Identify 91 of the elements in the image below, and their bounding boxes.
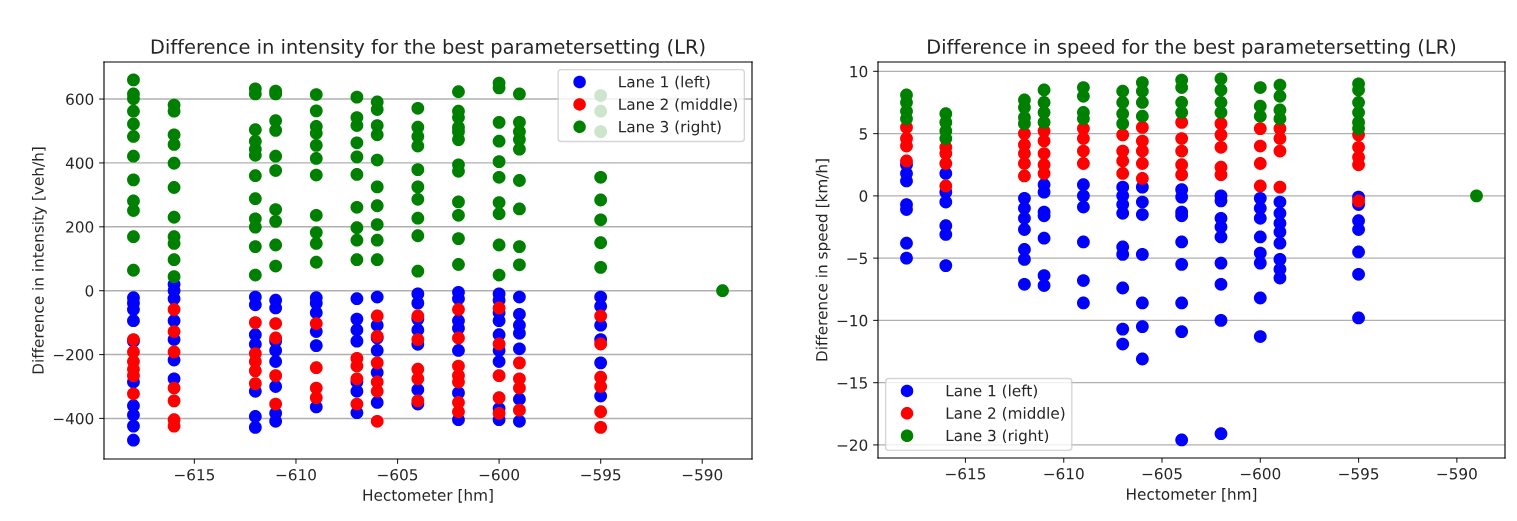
point bbox=[1018, 169, 1031, 183]
point bbox=[1214, 140, 1228, 154]
point bbox=[939, 157, 953, 170]
y-tick-label: 10 bbox=[850, 65, 868, 78]
point bbox=[1135, 120, 1149, 134]
point bbox=[1253, 109, 1267, 123]
point bbox=[1076, 89, 1090, 103]
y-tick-label: −10 bbox=[837, 314, 868, 327]
chart-title: Difference in speed for the best parametersetting (LR) bbox=[928, 38, 1456, 58]
point bbox=[1214, 128, 1228, 142]
point bbox=[1273, 132, 1287, 145]
point bbox=[1175, 106, 1189, 119]
point bbox=[1175, 168, 1189, 182]
x-tick-label: −590 bbox=[1437, 467, 1477, 480]
point bbox=[1253, 179, 1267, 193]
y-tick-label: −20 bbox=[837, 439, 868, 451]
legend-label: Lane 2 (middle) bbox=[946, 407, 1065, 421]
x-tick-label: −595 bbox=[1339, 467, 1379, 480]
y-tick-label: −5 bbox=[847, 252, 867, 265]
x-tick-label: −605 bbox=[1142, 467, 1182, 480]
point bbox=[1135, 109, 1149, 123]
point bbox=[1175, 132, 1189, 145]
x-tick-label: −615 bbox=[946, 467, 986, 480]
x-tick-label: −615 bbox=[175, 468, 215, 481]
point bbox=[1037, 134, 1051, 148]
point bbox=[1116, 84, 1130, 98]
legend-label: Lane 3 (right) bbox=[619, 120, 721, 136]
y-tick-label: 400 bbox=[65, 157, 94, 169]
point bbox=[1116, 117, 1130, 131]
point bbox=[1076, 157, 1090, 170]
legend-label: Lane 2 (middle) bbox=[619, 98, 737, 112]
x-axis-title: Hectometer [hm] bbox=[363, 489, 493, 503]
point bbox=[1273, 89, 1287, 103]
y-tick-label: 200 bbox=[66, 221, 94, 233]
point bbox=[1214, 106, 1228, 119]
point bbox=[1018, 157, 1031, 170]
x-tick-label: −610 bbox=[1044, 467, 1084, 480]
point bbox=[1116, 167, 1130, 180]
point bbox=[900, 154, 913, 168]
chart-title: Difference in intensity for the best parametersetting (LR) bbox=[151, 38, 705, 58]
legend-label: Lane 1 (left) bbox=[946, 384, 1037, 399]
point bbox=[1076, 132, 1090, 145]
y-tick-label: 600 bbox=[66, 93, 94, 106]
point bbox=[1076, 144, 1090, 158]
x-tick-label: −595 bbox=[581, 468, 621, 481]
y-tick-label: 5 bbox=[859, 128, 867, 140]
x-axis-title: Hectometer [hm] bbox=[1127, 488, 1257, 502]
x-tick-label: −600 bbox=[1240, 467, 1281, 480]
point bbox=[1037, 167, 1051, 180]
point bbox=[1273, 180, 1287, 194]
point bbox=[1273, 144, 1287, 158]
legend-label: Lane 3 (right) bbox=[946, 429, 1049, 445]
point bbox=[1135, 144, 1149, 158]
point bbox=[1273, 112, 1287, 126]
x-tick-label: −590 bbox=[682, 468, 723, 481]
legend-label: Lane 1 (left) bbox=[619, 75, 710, 90]
y-tick-label: −400 bbox=[53, 412, 94, 425]
point bbox=[1135, 84, 1149, 98]
x-tick-label: −605 bbox=[378, 468, 418, 481]
point bbox=[1037, 115, 1051, 129]
point bbox=[1135, 96, 1149, 109]
point bbox=[1135, 157, 1149, 170]
point bbox=[1214, 83, 1228, 97]
point bbox=[1352, 194, 1365, 208]
point bbox=[1470, 189, 1483, 203]
point bbox=[1037, 147, 1051, 160]
y-axis-title: Difference in speed [km/h] bbox=[815, 159, 831, 361]
y-tick-label: 0 bbox=[85, 285, 94, 297]
point bbox=[939, 132, 953, 145]
y-tick-label: 0 bbox=[859, 190, 868, 202]
x-tick-label: −610 bbox=[276, 468, 316, 481]
y-tick-label: −200 bbox=[53, 349, 94, 361]
point bbox=[1037, 83, 1051, 97]
point bbox=[1175, 144, 1189, 158]
point bbox=[1135, 172, 1149, 185]
point bbox=[1116, 154, 1130, 168]
point bbox=[1253, 122, 1267, 136]
point bbox=[1253, 81, 1267, 94]
y-tick-label: −15 bbox=[837, 377, 867, 389]
point bbox=[900, 112, 913, 126]
point bbox=[1253, 139, 1267, 153]
point bbox=[1253, 157, 1267, 170]
point bbox=[1116, 96, 1130, 109]
point bbox=[1352, 158, 1365, 172]
point bbox=[1214, 72, 1228, 86]
point bbox=[939, 179, 953, 193]
point bbox=[1273, 78, 1287, 92]
x-tick-label: −600 bbox=[479, 468, 520, 481]
point bbox=[1116, 128, 1130, 142]
point bbox=[1175, 81, 1189, 94]
y-axis-title: Difference in intensity [veh/h] bbox=[31, 147, 47, 374]
